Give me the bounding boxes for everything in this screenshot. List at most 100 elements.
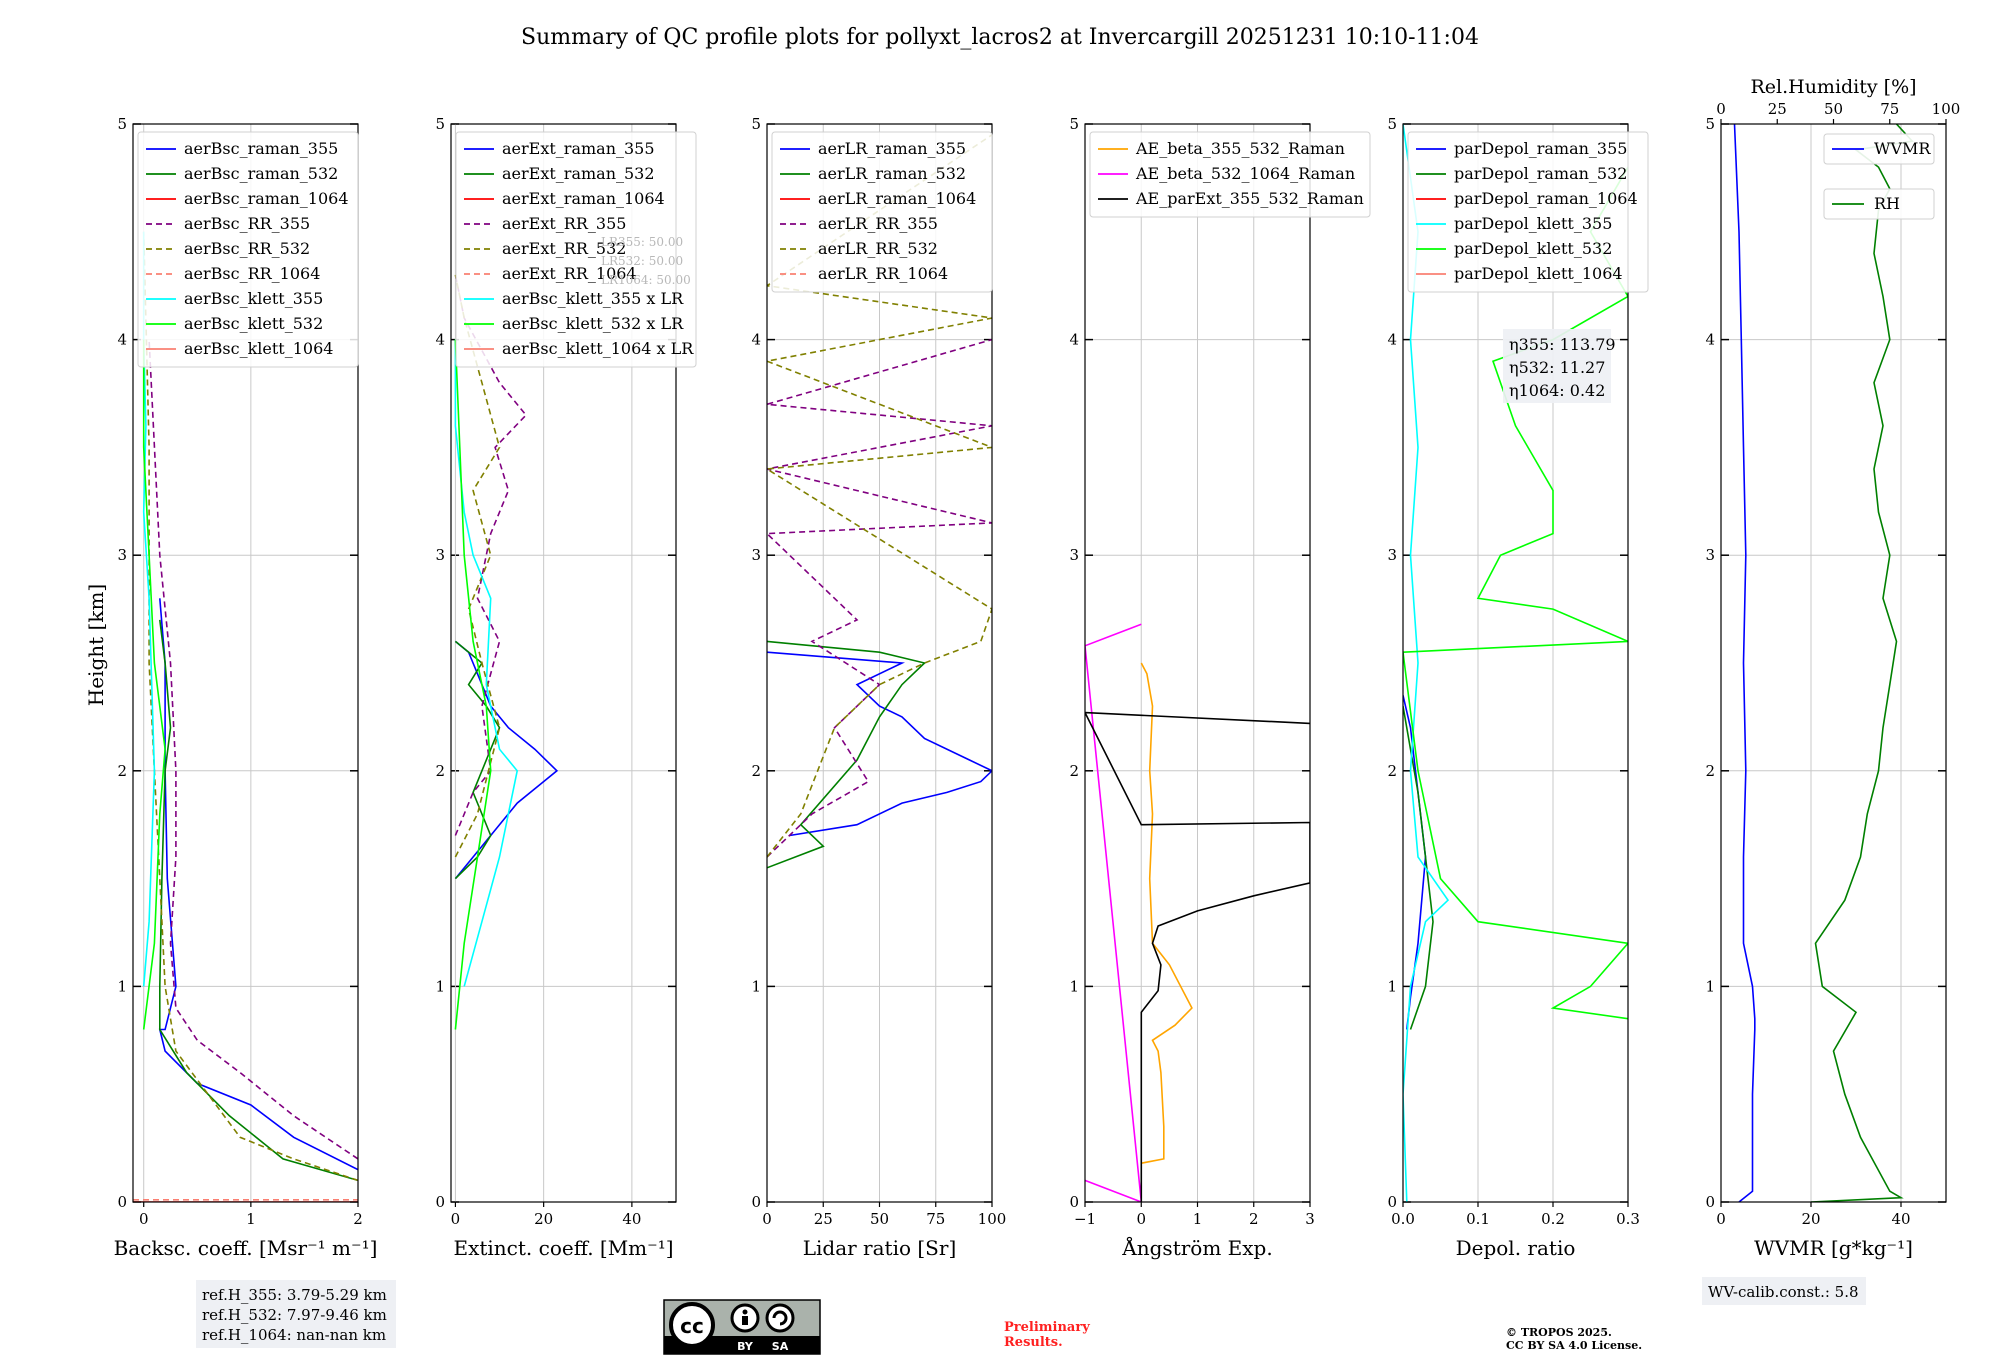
legend-entry: parDepol_raman_532 <box>1454 164 1627 183</box>
y-tick-label: 3 <box>117 546 127 564</box>
x-axis-label: Backsc. coeff. [Msr⁻¹ m⁻¹] <box>114 1236 378 1260</box>
legend-entry: AE_parExt_355_532_Raman <box>1135 189 1364 208</box>
legend-box <box>1823 188 1935 220</box>
x-tick-label: 0.2 <box>1541 1210 1565 1228</box>
legend-entry: aerExt_raman_355 <box>502 139 655 158</box>
x-tick-label: 40 <box>622 1210 641 1228</box>
legend-entry: aerBsc_RR_532 <box>184 239 310 258</box>
x-tick-label: 2 <box>1249 1210 1259 1228</box>
copyright-line-2: CC BY SA 4.0 License. <box>1506 1339 1642 1352</box>
ref-height-532: ref.H_532: 7.97-9.46 km <box>202 1306 387 1324</box>
x-tick-label: 1 <box>1193 1210 1203 1228</box>
eta-box <box>1503 329 1611 403</box>
y-tick-label: 2 <box>117 762 127 780</box>
legend-entry: parDepol_klett_1064 <box>1454 264 1623 283</box>
legend-entry: parDepol_raman_1064 <box>1454 189 1638 208</box>
x-tick-label: 0 <box>1136 1210 1146 1228</box>
legend-entry: AE_beta_532_1064_Raman <box>1135 164 1355 183</box>
y-tick-label: 5 <box>751 115 761 133</box>
y-tick-label: 0 <box>117 1193 127 1211</box>
series-line-AE_beta_355_532_Raman <box>1140 662 1193 1164</box>
series-line-aerLR_raman_355 <box>767 651 992 837</box>
x-tick-label: 2 <box>353 1210 363 1228</box>
legend-box <box>1089 131 1371 218</box>
series-group <box>133 231 358 1202</box>
y-tick-label: 3 <box>1705 546 1715 564</box>
legend-entry: aerBsc_klett_1064 x LR <box>502 339 694 358</box>
legend-entry: aerLR_RR_532 <box>818 239 938 258</box>
x-axis-label: WVMR [g*kg⁻¹] <box>1754 1236 1913 1260</box>
x-tick-label: 0.3 <box>1616 1210 1640 1228</box>
axes-frame <box>1720 123 1947 1203</box>
x-tick-label: 40 <box>1891 1210 1910 1228</box>
series-line-parDepol_klett_355 <box>1403 124 1450 1202</box>
y-tick-label: 1 <box>1705 977 1715 995</box>
series-group <box>454 274 559 1030</box>
x2-tick-label: 0 <box>1716 100 1726 118</box>
x-tick-label: 0 <box>1716 1210 1726 1228</box>
x-tick-label: 0 <box>451 1210 461 1228</box>
y-tick-label: 4 <box>117 331 127 349</box>
preliminary-line-1: Preliminary <box>1004 1320 1090 1335</box>
series-line-parDepol_klett_532 <box>1403 166 1628 1020</box>
x-tick-label: 1 <box>246 1210 256 1228</box>
y-tick-label: 5 <box>117 115 127 133</box>
y-tick-label: 0 <box>435 1193 445 1211</box>
x-tick-label: 0.0 <box>1391 1210 1415 1228</box>
legend-box <box>455 131 697 368</box>
legend-entry: aerLR_raman_355 <box>818 139 966 158</box>
x-axis-label: Depol. ratio <box>1456 1236 1576 1260</box>
legend-entry: RH <box>1874 194 1900 213</box>
legend-box <box>771 131 993 293</box>
ref-height-355: ref.H_355: 3.79-5.29 km <box>202 1286 387 1304</box>
series-line-aerBsc_klett_532 x LR <box>454 339 492 1030</box>
x-axis-label: Extinct. coeff. [Mm⁻¹] <box>453 1236 673 1260</box>
x-tick-label: −1 <box>1074 1210 1096 1228</box>
y-tick-label: 2 <box>435 762 445 780</box>
legend-entry: aerExt_RR_532 <box>502 239 626 258</box>
x-tick-label: 0.1 <box>1466 1210 1490 1228</box>
by-label: BY <box>737 1340 754 1353</box>
series-line-aerExt_raman_355 <box>454 640 559 880</box>
legend-entry: parDepol_klett_532 <box>1454 239 1612 258</box>
cc-logo-text: cc <box>680 1314 704 1338</box>
y-tick-label: 1 <box>1069 977 1079 995</box>
y-tick-label: 2 <box>1387 762 1397 780</box>
panel-2: 0 1 2 3 4 5 0 20 40 Extinct. coeff. [Mm⁻¹] aerExt_… <box>435 115 697 1260</box>
legend-entry: aerBsc_klett_355 <box>184 289 323 308</box>
legend-entry: aerExt_RR_1064 <box>502 264 637 283</box>
legend-entry: aerBsc_raman_355 <box>184 139 338 158</box>
x-tick-label: 0 <box>139 1210 149 1228</box>
y-tick-label: 4 <box>1705 331 1715 349</box>
x2-tick-label: 75 <box>1880 100 1899 118</box>
legend-entry: aerBsc_RR_355 <box>184 214 310 233</box>
legend-box <box>137 131 359 368</box>
legend-entry: aerBsc_klett_1064 <box>184 339 333 358</box>
axes-frame <box>1084 123 1311 1203</box>
wv-calib-text: WV-calib.const.: 5.8 <box>1708 1283 1859 1301</box>
legend-entry: AE_beta_355_532_Raman <box>1135 139 1345 158</box>
panel-1: 0 1 2 3 4 5 0 1 2 Backsc. coeff. [Msr⁻¹ m⁻¹] aerBs… <box>114 115 378 1260</box>
x-tick-label: 50 <box>870 1210 889 1228</box>
eta-annotation: η532: 11.27 <box>1509 358 1605 377</box>
legend-entry: aerBsc_klett_355 x LR <box>502 289 684 308</box>
legend-entry: aerBsc_RR_1064 <box>184 264 320 283</box>
x-tick-label: 3 <box>1305 1210 1315 1228</box>
y-tick-label: 4 <box>751 331 761 349</box>
series-group <box>1733 124 1914 1202</box>
legend-box <box>1407 131 1649 293</box>
y-tick-label: 1 <box>751 977 761 995</box>
y-tick-label: 5 <box>1069 115 1079 133</box>
y-tick-label: 4 <box>1387 331 1397 349</box>
preliminary-line-2: Results. <box>1004 1335 1063 1350</box>
legend-entry: aerLR_raman_1064 <box>818 189 976 208</box>
legend-entry: parDepol_raman_355 <box>1454 139 1627 158</box>
y-tick-label: 1 <box>435 977 445 995</box>
x-axis-label: Lidar ratio [Sr] <box>803 1236 957 1260</box>
ref-heights-box: ref.H_355: 3.79-5.29 km ref.H_532: 7.97-… <box>196 1280 396 1348</box>
series-line-RH <box>1810 124 1914 1202</box>
